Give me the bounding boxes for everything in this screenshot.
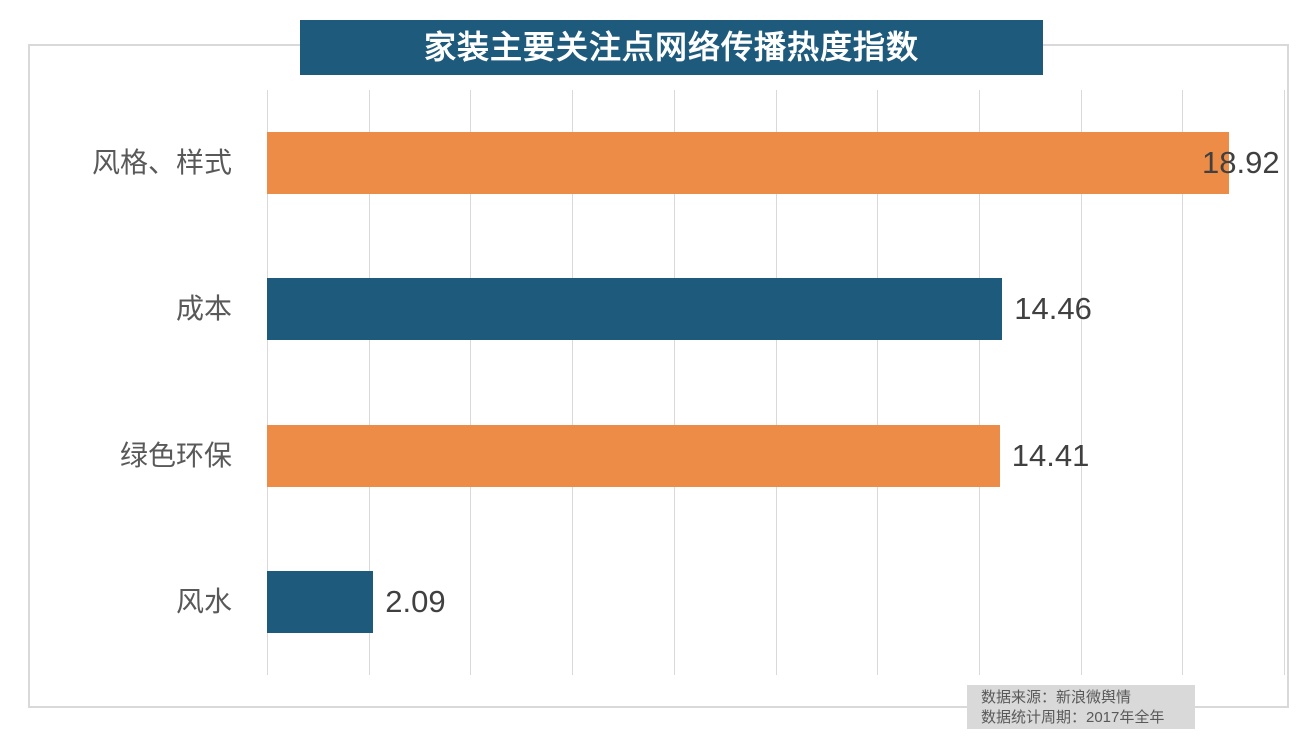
gridline-x-10 <box>775 90 777 675</box>
gridline-x-0 <box>267 90 268 675</box>
gridline-x-12 <box>877 90 879 675</box>
gridline-x-14 <box>978 90 980 675</box>
category-label-1: 风格、样式 <box>91 147 232 179</box>
bar-4 <box>267 570 374 633</box>
value-label-2: 14.46 <box>1014 291 1092 327</box>
value-label-3: 14.41 <box>1011 437 1090 473</box>
category-label-2: 成本 <box>175 293 232 325</box>
gridline-x-2 <box>368 90 370 675</box>
value-label-1: 18.92 <box>1202 145 1280 181</box>
chart-title-text: 家装主要关注点网络传播热度指数 <box>423 29 919 65</box>
plot-area: 18.92 14.46 14.41 2.09 <box>267 90 1285 675</box>
bar-1 <box>267 132 1230 195</box>
category-label-4: 风水 <box>175 585 232 617</box>
source-line-1: 数据来源：新浪微舆情 <box>981 689 1132 706</box>
source-note: 数据来源：新浪微舆情 数据统计周期：2017年全年 <box>967 685 1195 729</box>
gridline-x-20 <box>1284 90 1285 675</box>
bar-3 <box>267 424 1000 487</box>
gridline-x-4 <box>470 90 472 675</box>
bar-2 <box>267 278 1003 341</box>
chart-title: 家装主要关注点网络传播热度指数 <box>300 20 1043 75</box>
source-line-2: 数据统计周期：2017年全年 <box>981 709 1165 726</box>
gridline-x-16 <box>1080 90 1082 675</box>
gridline-x-6 <box>572 90 574 675</box>
value-label-4: 2.09 <box>385 583 446 619</box>
gridline-x-18 <box>1182 90 1184 675</box>
category-label-3: 绿色环保 <box>119 439 232 471</box>
gridline-x-8 <box>673 90 675 675</box>
